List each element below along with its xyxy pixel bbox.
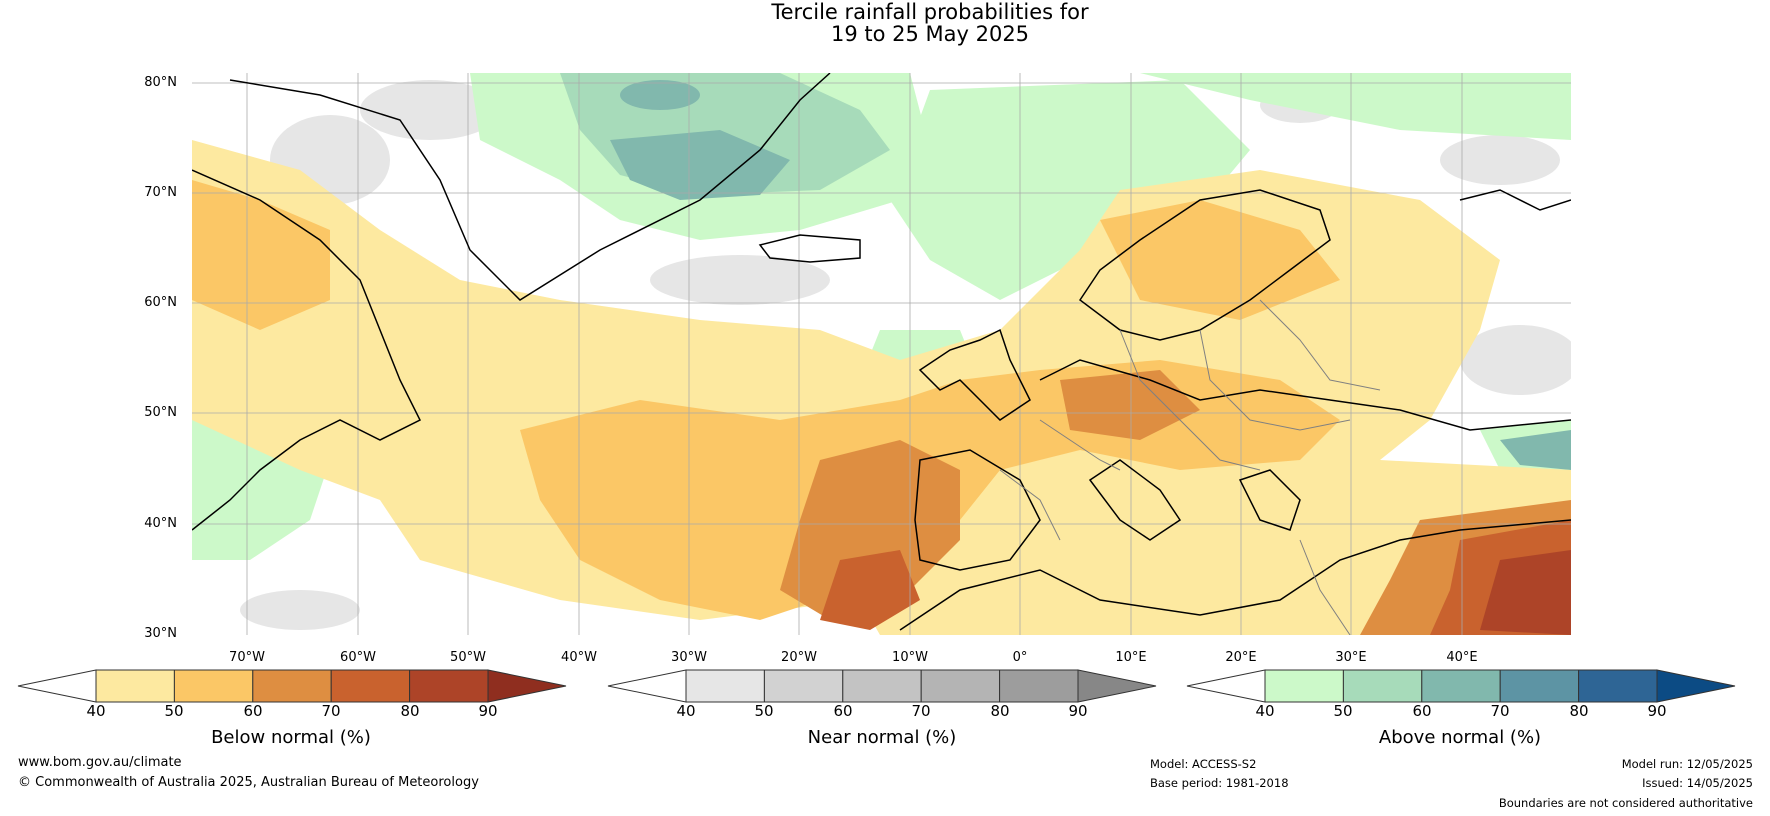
lon-label-10w: 10°W: [892, 650, 928, 665]
colorbar-tick: 50: [1333, 702, 1353, 720]
colorbar-tick: 40: [1255, 702, 1275, 720]
lon-label-50w: 50°W: [450, 650, 486, 665]
map-subtitle: 19 to 25 May 2025: [830, 22, 1030, 46]
colorbar-label-above-normal: Above normal (%): [1378, 727, 1542, 748]
lon-label-20w: 20°W: [781, 650, 817, 665]
lon-label-0: 0°: [1012, 650, 1028, 665]
colorbar-tick: 70: [1490, 702, 1510, 720]
colorbar-near-normal: [607, 669, 1157, 703]
colorbar-tick: 60: [243, 702, 263, 720]
colorbar-tick: 60: [1412, 702, 1432, 720]
lat-label-30n: 30°N: [144, 626, 177, 641]
colorbar-tick: 40: [676, 702, 696, 720]
lon-label-60w: 60°W: [340, 650, 376, 665]
colorbar-tick: 70: [321, 702, 341, 720]
lon-label-40e: 40°E: [1446, 650, 1478, 665]
colorbar-tick: 50: [754, 702, 774, 720]
colorbar-tick: 80: [990, 702, 1010, 720]
model-text: Model: ACCESS-S2: [1150, 757, 1257, 771]
colorbar-above-normal: [1186, 669, 1736, 703]
lat-label-50n: 50°N: [144, 405, 177, 420]
colorbar-tick: 40: [86, 702, 106, 720]
below-normal-areas: [192, 140, 1571, 635]
country-borders: [999, 299, 1381, 635]
colorbar-tick: 50: [164, 702, 184, 720]
website-link[interactable]: www.bom.gov.au/climate: [18, 755, 182, 770]
model-run-text: Model run: 12/05/2025: [1621, 757, 1753, 771]
colorbar-tick: 60: [833, 702, 853, 720]
lon-label-10e: 10°E: [1115, 650, 1147, 665]
lon-label-70w: 70°W: [229, 650, 265, 665]
coastlines: [192, 73, 1571, 631]
gridlines: [192, 73, 1571, 635]
map-area: [192, 73, 1571, 635]
lon-label-30e: 30°E: [1335, 650, 1367, 665]
base-period-text: Base period: 1981-2018: [1150, 776, 1289, 790]
lat-label-70n: 70°N: [144, 185, 177, 200]
disclaimer-text: Boundaries are not considered authoritat…: [1498, 796, 1753, 810]
colorbar-tick: 70: [911, 702, 931, 720]
lon-label-40w: 40°W: [561, 650, 597, 665]
lat-label-40n: 40°N: [144, 516, 177, 531]
colorbar-label-near-normal: Near normal (%): [807, 727, 957, 748]
lat-label-60n: 60°N: [144, 295, 177, 310]
colorbar-tick: 90: [1068, 702, 1088, 720]
colorbar-tick: 90: [1647, 702, 1667, 720]
colorbar-tick: 80: [400, 702, 420, 720]
colorbar-tick: 80: [1569, 702, 1589, 720]
colorbar-tick: 90: [478, 702, 498, 720]
copyright-text: © Commonwealth of Australia 2025, Austra…: [18, 775, 479, 790]
issued-text: Issued: 14/05/2025: [1642, 776, 1753, 790]
colorbar-label-below-normal: Below normal (%): [211, 727, 371, 748]
lat-label-80n: 80°N: [144, 75, 177, 90]
lon-label-20e: 20°E: [1225, 650, 1257, 665]
colorbar-below-normal: [17, 669, 567, 703]
map-title: Tercile rainfall probabilities for: [771, 0, 1089, 24]
lon-label-30w: 30°W: [671, 650, 707, 665]
